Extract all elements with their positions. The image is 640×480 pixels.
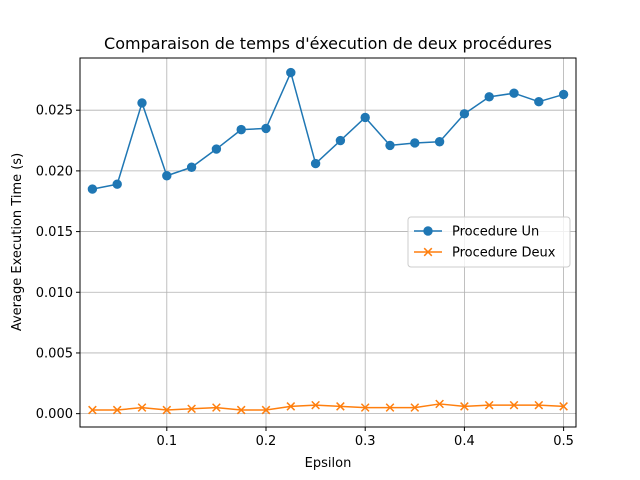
x-marker-stroke (236, 405, 246, 415)
x-marker-stroke (88, 405, 97, 415)
x-marker-stroke (460, 402, 469, 411)
data-point (484, 92, 494, 102)
data-point (484, 400, 494, 410)
legend-entry: Procedure Deux (414, 246, 556, 261)
x-marker-stroke (212, 403, 221, 412)
x-marker-stroke (261, 405, 271, 415)
data-point (261, 123, 271, 134)
data-point (137, 403, 147, 412)
x-marker-stroke (509, 400, 519, 410)
data-point (410, 403, 420, 412)
legend-box (407, 216, 571, 268)
data-point (509, 88, 519, 98)
series-layer (87, 67, 569, 415)
data-point (137, 98, 147, 108)
data-point (534, 400, 544, 410)
legend-label: Procedure Deux (452, 246, 556, 261)
data-point (410, 138, 420, 148)
legend-label: Procedure Un (452, 225, 539, 240)
data-point (360, 112, 370, 123)
data-point (88, 405, 97, 415)
data-point (87, 184, 98, 194)
x-marker-stroke (410, 403, 420, 412)
data-point (385, 403, 395, 412)
legend-entry: Procedure Un (414, 225, 539, 240)
x-tick-label: 0.3 (355, 434, 376, 449)
x-marker-stroke (435, 399, 444, 409)
x-marker-stroke (385, 403, 395, 412)
x-marker-stroke (137, 403, 147, 412)
x-marker-stroke (336, 402, 345, 411)
y-tick-label: 0.005 (36, 346, 73, 361)
data-point (435, 399, 444, 409)
data-point (286, 67, 296, 78)
y-tick-label: 0.020 (36, 164, 73, 179)
y-tick-label: 0.015 (36, 225, 73, 240)
x-marker-stroke (162, 405, 172, 415)
data-point (162, 405, 172, 415)
data-point (434, 137, 445, 147)
data-point (236, 124, 246, 135)
chart-title: Comparaison de temps d'éxecution de deux… (104, 34, 552, 53)
y-tick-label: 0.000 (36, 407, 73, 422)
data-point (385, 140, 395, 151)
data-point (212, 403, 221, 412)
x-marker-stroke (484, 400, 494, 410)
data-point (559, 402, 568, 411)
x-tick-label: 0.2 (256, 434, 277, 449)
data-point (112, 405, 122, 415)
x-marker-stroke (360, 403, 370, 412)
x-marker-stroke (423, 247, 433, 257)
data-point (335, 135, 346, 146)
data-point (186, 162, 197, 172)
x-marker-stroke (534, 400, 544, 410)
y-axis-label: Average Execution Time (s) (10, 153, 25, 331)
data-point (459, 109, 470, 119)
x-marker-stroke (559, 402, 568, 411)
x-tick-label: 0.5 (553, 434, 574, 449)
data-point (336, 402, 345, 411)
data-point (558, 89, 569, 100)
legend: Procedure Un Procedure Deux (407, 216, 571, 268)
x-marker-stroke (112, 405, 122, 415)
data-point (236, 405, 246, 415)
x-tick-label: 0.4 (454, 434, 475, 449)
x-tick-label: 0.1 (156, 434, 177, 449)
x-marker-stroke (311, 400, 320, 410)
x-marker-stroke (187, 404, 196, 414)
data-point (286, 402, 296, 411)
series-line (92, 71, 564, 190)
legend-marker (423, 247, 433, 257)
series-2 (88, 399, 568, 415)
data-point (509, 400, 519, 410)
series-1 (87, 67, 569, 194)
x-marker-stroke (286, 402, 296, 411)
y-tick-label: 0.010 (36, 286, 73, 301)
data-point (311, 400, 320, 410)
plot-area-frame (79, 57, 577, 428)
data-point (460, 402, 469, 411)
data-point (261, 405, 271, 415)
data-point (112, 179, 122, 189)
x-axis-label: Epsilon (305, 456, 352, 471)
y-tick-label: 0.025 (36, 104, 73, 119)
series-line (92, 403, 564, 411)
data-point (211, 144, 222, 154)
data-point (310, 158, 321, 169)
data-point (360, 403, 370, 412)
axis-ticks: 0.1 0.2 0.3 0.4 0.5 0.000 0.005 0.010 0.015 0.020… (36, 104, 574, 449)
data-point (534, 96, 544, 107)
data-point (162, 171, 172, 181)
legend-marker (423, 226, 433, 236)
data-point (187, 404, 196, 414)
